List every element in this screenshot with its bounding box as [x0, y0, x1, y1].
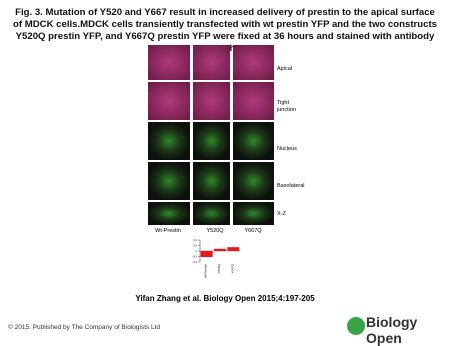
y-tick-label: -0.2 [193, 255, 198, 259]
y-tick-label: 0.2 [193, 244, 197, 248]
copyright: © 2015. Published by The Company of Biol… [8, 324, 161, 331]
micrograph [233, 82, 274, 120]
citation: Yifan Zhang et al. Biology Open 2015;4:1… [135, 294, 315, 303]
micrograph [193, 122, 230, 160]
micrograph [148, 82, 190, 120]
column-label: Y520Q [206, 228, 224, 234]
figure: Apical Tight junction Nucleus Basolateral X-Z… [148, 45, 365, 335]
column-label: Wt-Prestin [155, 228, 181, 234]
bar [227, 247, 240, 251]
row-label: X-Z [277, 211, 287, 217]
micrograph [148, 45, 190, 80]
micrograph [193, 45, 230, 80]
micrograph [233, 162, 274, 200]
bar [214, 248, 226, 251]
micrograph [148, 162, 190, 200]
column-label: Y667Q [244, 228, 262, 234]
micrograph [233, 202, 274, 225]
logo-text: Biology Open [366, 314, 418, 346]
micrograph [193, 82, 230, 120]
row-label: Nucleus [277, 146, 297, 152]
slide: Fig. 3. Mutation of Y520 and Y667 result… [8, 7, 437, 346]
figure-background [148, 226, 275, 235]
y-tick-label: -0.4 [193, 260, 198, 264]
micrograph [193, 162, 230, 200]
micrograph [148, 202, 190, 225]
x-tick-label: Y667Q [230, 263, 234, 273]
micrograph [148, 122, 190, 160]
bar [200, 251, 213, 258]
micrograph [193, 202, 230, 225]
x-tick-label: Y520Q [217, 263, 221, 273]
micrograph [233, 122, 274, 160]
micrograph [233, 45, 274, 80]
row-label: Basolateral [277, 183, 305, 189]
y-tick-label: 0 [196, 249, 198, 253]
row-label: Apical [277, 66, 292, 72]
x-tick-label: Wt-Prestin [204, 264, 208, 278]
logo-icon [347, 317, 365, 335]
row-label: Tight junction [276, 100, 296, 113]
y-tick-label: 0.4 [193, 238, 197, 242]
